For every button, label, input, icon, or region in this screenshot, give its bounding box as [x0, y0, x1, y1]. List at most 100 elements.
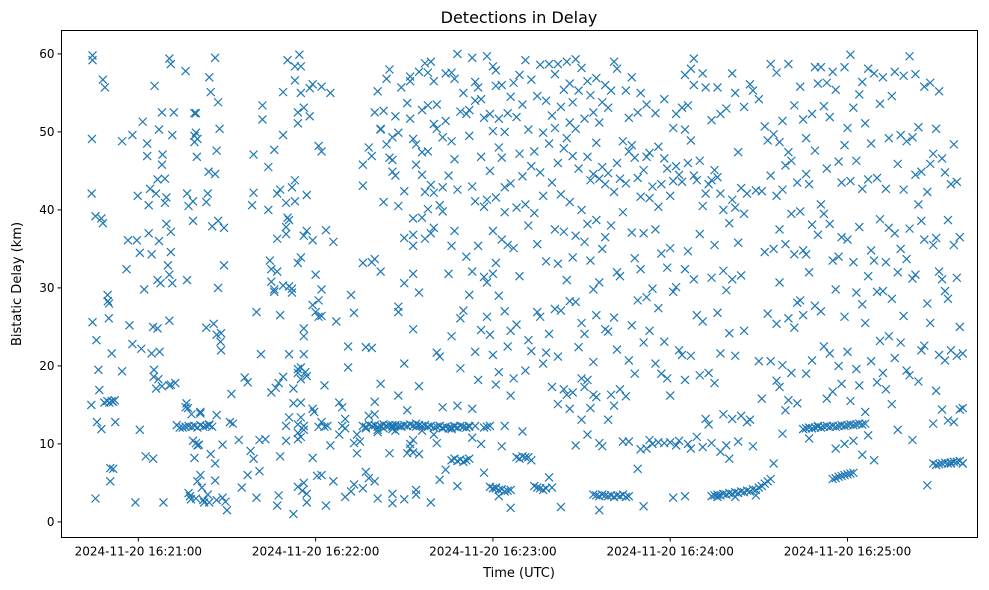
- data-point: [866, 139, 876, 149]
- data-point: [195, 470, 205, 480]
- data-point: [550, 224, 560, 234]
- data-point: [252, 493, 261, 503]
- data-point: [760, 122, 770, 131]
- data-point: [150, 81, 160, 91]
- data-point: [105, 476, 115, 486]
- data-point: [284, 412, 294, 422]
- data-point: [550, 69, 560, 79]
- data-point: [274, 378, 284, 388]
- data-point: [188, 196, 198, 206]
- data-point: [147, 249, 157, 259]
- data-point: [376, 267, 386, 276]
- data-point: [851, 288, 861, 298]
- data-point: [506, 92, 516, 102]
- data-point: [810, 146, 820, 156]
- data-point: [500, 182, 510, 192]
- data-point: [571, 54, 581, 64]
- data-point: [840, 470, 849, 480]
- data-point: [831, 285, 841, 294]
- data-point: [763, 309, 773, 319]
- data-point: [210, 169, 220, 179]
- data-point: [272, 189, 282, 198]
- chart-title: Detections in Delay: [441, 8, 598, 27]
- data-point: [707, 491, 716, 501]
- data-point: [816, 200, 826, 209]
- data-point: [293, 428, 303, 438]
- data-point: [860, 407, 870, 417]
- data-point: [192, 134, 202, 144]
- data-point: [311, 270, 321, 280]
- data-point: [544, 59, 554, 69]
- data-point: [556, 102, 566, 112]
- data-point: [588, 357, 598, 367]
- data-point: [659, 153, 669, 163]
- data-point: [144, 228, 154, 238]
- data-point: [766, 356, 776, 366]
- data-point: [388, 489, 397, 499]
- data-point: [544, 139, 554, 149]
- data-point: [949, 417, 959, 427]
- data-point: [674, 345, 684, 355]
- data-point: [293, 107, 303, 117]
- data-point: [500, 306, 510, 316]
- data-point: [190, 453, 199, 463]
- data-point: [624, 437, 634, 446]
- data-point: [819, 101, 829, 111]
- data-point: [748, 86, 758, 95]
- data-point: [671, 161, 681, 171]
- data-point: [155, 347, 165, 357]
- data-point: [739, 326, 749, 336]
- data-point: [382, 139, 391, 149]
- data-point: [216, 345, 226, 355]
- data-point: [701, 189, 711, 198]
- data-point: [633, 464, 643, 474]
- data-point: [191, 494, 201, 503]
- data-point: [736, 270, 746, 280]
- data-point: [432, 348, 442, 358]
- data-point: [390, 171, 400, 181]
- data-point: [905, 370, 914, 380]
- data-point: [388, 132, 397, 142]
- data-point: [376, 379, 386, 389]
- data-point: [636, 88, 646, 98]
- data-point: [538, 128, 548, 138]
- data-point: [151, 384, 161, 393]
- data-point: [627, 320, 637, 330]
- data-point: [311, 307, 321, 317]
- data-point: [857, 419, 867, 429]
- data-point: [293, 118, 303, 128]
- data-point: [258, 114, 267, 124]
- data-point: [473, 83, 483, 92]
- data-point: [899, 311, 909, 321]
- data-point: [819, 209, 829, 219]
- data-point: [388, 155, 397, 165]
- data-point: [278, 372, 288, 382]
- data-point: [742, 486, 752, 496]
- data-point: [346, 487, 356, 496]
- data-point: [878, 286, 888, 296]
- data-point: [94, 365, 103, 375]
- data-point: [482, 312, 492, 322]
- data-point: [287, 182, 297, 192]
- data-point: [249, 150, 258, 159]
- data-point: [952, 351, 962, 361]
- data-point: [621, 492, 631, 502]
- data-point: [653, 142, 663, 152]
- data-point: [633, 295, 643, 305]
- data-point: [721, 441, 731, 450]
- data-point: [922, 480, 932, 490]
- data-point: [848, 103, 858, 113]
- data-point: [822, 164, 832, 173]
- data-point: [281, 436, 291, 446]
- data-point: [550, 123, 560, 133]
- data-point: [309, 407, 319, 417]
- data-point: [411, 485, 421, 495]
- data-point: [453, 49, 462, 59]
- data-point: [216, 328, 226, 338]
- data-point: [609, 187, 619, 197]
- data-point: [317, 285, 326, 294]
- data-point: [795, 207, 805, 216]
- data-point: [574, 342, 584, 352]
- data-point: [583, 219, 592, 229]
- data-point: [828, 67, 838, 77]
